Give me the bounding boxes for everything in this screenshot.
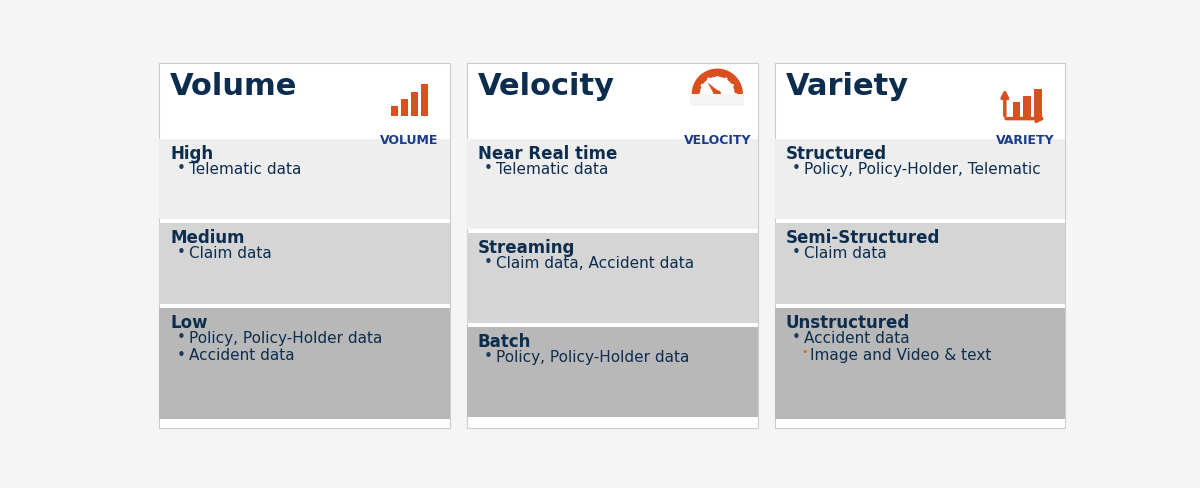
- Polygon shape: [691, 69, 743, 94]
- Bar: [160, 223, 450, 304]
- Text: •: •: [176, 330, 185, 345]
- Bar: [160, 307, 450, 419]
- Text: Unstructured: Unstructured: [786, 314, 910, 332]
- Text: Claim data: Claim data: [188, 246, 271, 261]
- Bar: [775, 63, 1066, 428]
- Text: Claim data: Claim data: [804, 246, 887, 261]
- Text: Policy, Policy-Holder data: Policy, Policy-Holder data: [188, 331, 382, 346]
- Text: •: •: [792, 161, 800, 176]
- Circle shape: [714, 91, 720, 97]
- Text: •: •: [802, 347, 808, 357]
- Bar: [467, 139, 757, 229]
- Bar: [467, 63, 757, 428]
- Text: Batch: Batch: [478, 333, 532, 351]
- Bar: [467, 233, 757, 323]
- Bar: [690, 94, 744, 105]
- Text: •: •: [792, 330, 800, 345]
- Text: Image and Video & text: Image and Video & text: [810, 348, 991, 364]
- Text: •: •: [484, 255, 493, 270]
- Text: •: •: [792, 245, 800, 261]
- Text: High: High: [170, 145, 214, 163]
- Text: Policy, Policy-Holder, Telematic: Policy, Policy-Holder, Telematic: [804, 162, 1040, 177]
- Bar: [1013, 102, 1020, 117]
- Text: Velocity: Velocity: [478, 72, 614, 102]
- Bar: [421, 84, 428, 116]
- Bar: [391, 105, 398, 116]
- Bar: [160, 139, 450, 219]
- Text: Low: Low: [170, 314, 208, 332]
- Text: Variety: Variety: [786, 72, 908, 102]
- Text: VELOCITY: VELOCITY: [684, 134, 751, 147]
- Bar: [160, 63, 450, 428]
- Text: •: •: [176, 245, 185, 261]
- Bar: [775, 223, 1066, 304]
- Text: •: •: [176, 347, 185, 363]
- Text: Policy, Policy-Holder data: Policy, Policy-Holder data: [497, 350, 690, 365]
- Polygon shape: [708, 82, 720, 96]
- Text: Accident data: Accident data: [804, 331, 910, 346]
- Text: VARIETY: VARIETY: [996, 134, 1055, 147]
- Bar: [1024, 96, 1031, 117]
- Text: •: •: [176, 161, 185, 176]
- Bar: [775, 307, 1066, 419]
- Text: Medium: Medium: [170, 229, 245, 247]
- Bar: [1034, 89, 1042, 117]
- Text: •: •: [484, 161, 493, 176]
- Text: Near Real time: Near Real time: [478, 145, 617, 163]
- Text: Streaming: Streaming: [478, 239, 575, 257]
- Text: VOLUME: VOLUME: [380, 134, 439, 147]
- Text: •: •: [484, 349, 493, 364]
- Bar: [412, 92, 418, 116]
- Text: Semi-Structured: Semi-Structured: [786, 229, 940, 247]
- Text: Telematic data: Telematic data: [497, 162, 608, 177]
- Text: Structured: Structured: [786, 145, 887, 163]
- Text: Claim data, Accident data: Claim data, Accident data: [497, 256, 695, 271]
- Bar: [775, 139, 1066, 219]
- Bar: [401, 100, 408, 116]
- Text: Accident data: Accident data: [188, 348, 294, 364]
- Text: Telematic data: Telematic data: [188, 162, 301, 177]
- Bar: [467, 327, 757, 417]
- Text: Volume: Volume: [170, 72, 298, 102]
